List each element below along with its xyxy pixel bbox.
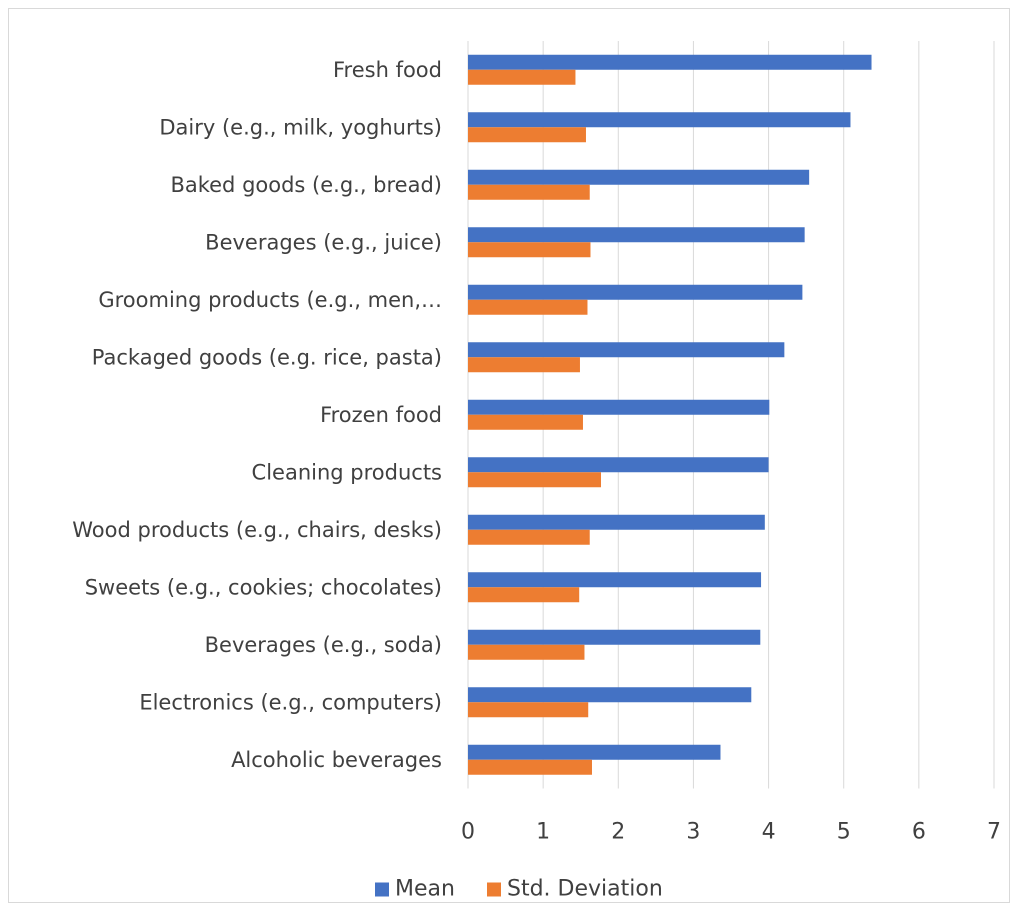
bar-mean-9: [468, 572, 762, 588]
bar-std-deviation-8: [468, 529, 590, 545]
value-axis: 0 1 2 3 4 5 6 7: [461, 820, 1001, 845]
legend-swatch-mean: [375, 882, 389, 897]
bar-std-deviation-10: [468, 644, 585, 660]
bar-std-deviation-4: [468, 299, 588, 315]
bar-std-deviation-7: [468, 472, 602, 488]
tick-label: 5: [837, 820, 851, 845]
bar-std-deviation-5: [468, 357, 580, 373]
category-label: Sweets (e.g., cookies; chocolates): [85, 575, 442, 599]
bar-mean-11: [468, 687, 752, 703]
bar-std-deviation-0: [468, 69, 576, 85]
category-axis: Fresh food Dairy (e.g., milk, yoghurts) Ba…: [72, 58, 442, 772]
bar-std-deviation-12: [468, 759, 592, 775]
tick-label: 1: [536, 820, 550, 845]
legend: Mean Std. Deviation: [375, 877, 663, 902]
tick-label: 2: [611, 820, 625, 845]
bar-std-deviation-3: [468, 242, 591, 258]
legend-swatch-std-deviation: [487, 882, 501, 897]
bars: [468, 54, 872, 775]
chart-frame: Fresh food Dairy (e.g., milk, yoghurts) Ba…: [8, 8, 1010, 903]
tick-label: 4: [762, 820, 776, 845]
bar-mean-12: [468, 744, 721, 760]
bar-mean-6: [468, 399, 770, 415]
legend-label-std-deviation: Std. Deviation: [507, 877, 663, 902]
bar-mean-8: [468, 514, 765, 530]
bar-std-deviation-1: [468, 127, 586, 143]
bar-std-deviation-9: [468, 587, 580, 603]
category-label: Alcoholic beverages: [231, 748, 442, 772]
bar-std-deviation-11: [468, 702, 589, 718]
bar-chart: Fresh food Dairy (e.g., milk, yoghurts) Ba…: [72, 41, 1001, 902]
tick-label: 3: [686, 820, 700, 845]
category-label: Baked goods (e.g., bread): [170, 173, 442, 197]
category-label: Cleaning products: [252, 460, 442, 484]
bar-mean-4: [468, 284, 803, 300]
bar-mean-7: [468, 457, 769, 473]
category-label: Frozen food: [320, 403, 442, 427]
bar-mean-2: [468, 169, 810, 185]
legend-label-mean: Mean: [395, 877, 455, 902]
bar-mean-5: [468, 342, 785, 358]
category-label: Packaged goods (e.g. rice, pasta): [92, 345, 442, 369]
bar-mean-10: [468, 629, 761, 645]
tick-label: 0: [461, 820, 475, 845]
bar-mean-1: [468, 112, 851, 128]
category-label: Grooming products (e.g., men,…: [98, 288, 442, 312]
category-label: Wood products (e.g., chairs, desks): [72, 518, 442, 542]
category-label: Electronics (e.g., computers): [139, 690, 442, 714]
category-label: Beverages (e.g., juice): [205, 230, 442, 254]
bar-mean-3: [468, 227, 805, 243]
tick-label: 6: [912, 820, 926, 845]
tick-label: 7: [987, 820, 1001, 845]
category-label: Fresh food: [333, 58, 442, 82]
category-label: Beverages (e.g., soda): [205, 633, 442, 657]
category-label: Dairy (e.g., milk, yoghurts): [159, 115, 442, 139]
bar-mean-0: [468, 54, 872, 70]
bar-std-deviation-2: [468, 184, 590, 200]
bar-std-deviation-6: [468, 414, 583, 430]
